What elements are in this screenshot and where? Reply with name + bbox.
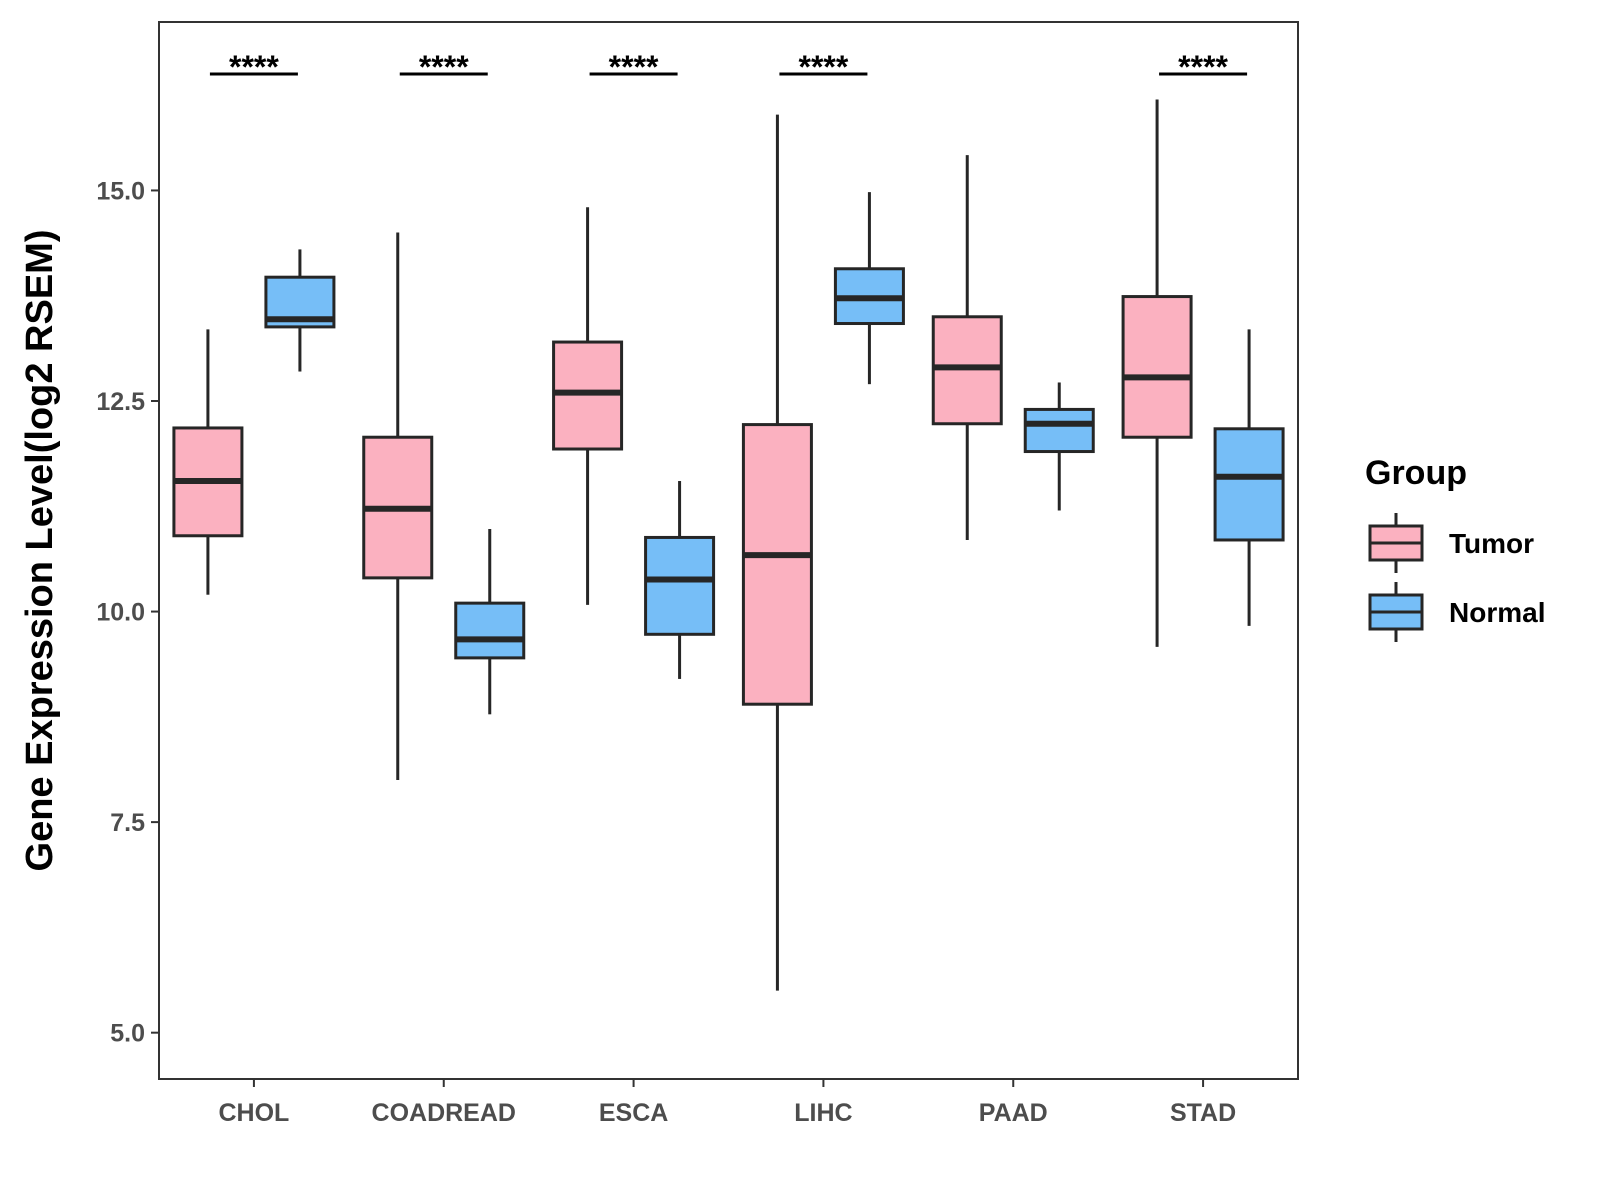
y-axis-title: Gene Expression Level(log2 RSEM) (19, 230, 61, 872)
legend: Group Tumor Normal (1365, 454, 1545, 642)
plot-panel (158, 21, 1299, 1080)
box-series (172, 99, 1285, 991)
iqr-box (1121, 295, 1193, 439)
iqr-box (1023, 407, 1095, 454)
y-axis: 5.0 7.5 10.0 12.5 15.0 (96, 177, 159, 1048)
x-tick-label-chol: CHOL (219, 1099, 290, 1127)
iqr-box (644, 535, 716, 636)
box-normal-chol (264, 249, 336, 372)
y-tick-label: 12.5 (96, 388, 145, 416)
box-tumor-esca (552, 207, 624, 605)
legend-key-tumor (1368, 513, 1424, 573)
significance-annotations: **** **** **** **** **** (209, 49, 1248, 85)
significance-label: **** (799, 49, 849, 85)
y-tick-label: 10.0 (96, 599, 145, 627)
significance-label: **** (1178, 49, 1228, 85)
y-tick-label: 5.0 (110, 1020, 145, 1048)
box-tumor-lihc (741, 114, 813, 991)
y-tick-label: 15.0 (96, 177, 145, 205)
significance-label: **** (609, 49, 659, 85)
box-normal-paad (1023, 382, 1095, 511)
legend-label-normal: Normal (1449, 597, 1545, 628)
iqr-box (1213, 427, 1285, 542)
box-normal-esca (644, 481, 716, 679)
box-normal-lihc (833, 192, 905, 385)
significance-label: **** (229, 49, 279, 85)
box-tumor-stad (1121, 99, 1193, 647)
legend-item-tumor: Tumor (1368, 513, 1534, 573)
box-normal-stad (1213, 329, 1285, 626)
x-tick-label-esca: ESCA (599, 1099, 668, 1127)
x-tick-label-coadread: COADREAD (372, 1099, 516, 1127)
box-tumor-chol (172, 329, 244, 595)
iqr-box (741, 423, 813, 706)
box-tumor-paad (931, 155, 1003, 540)
legend-label-tumor: Tumor (1449, 528, 1534, 559)
iqr-box (454, 601, 526, 660)
legend-key-normal (1368, 582, 1424, 642)
box-normal-coadread (454, 529, 526, 715)
y-tick-label: 7.5 (110, 809, 145, 837)
x-tick-label-lihc: LIHC (794, 1099, 852, 1127)
significance-label: **** (419, 49, 469, 85)
x-tick-label-paad: PAAD (979, 1099, 1048, 1127)
box-tumor-coadread (362, 232, 434, 781)
legend-title: Group (1365, 454, 1467, 492)
legend-item-normal: Normal (1368, 582, 1545, 642)
x-axis: CHOL COADREAD ESCA LIHC PAAD STAD (219, 1079, 1236, 1127)
x-tick-label-stad: STAD (1170, 1099, 1236, 1127)
